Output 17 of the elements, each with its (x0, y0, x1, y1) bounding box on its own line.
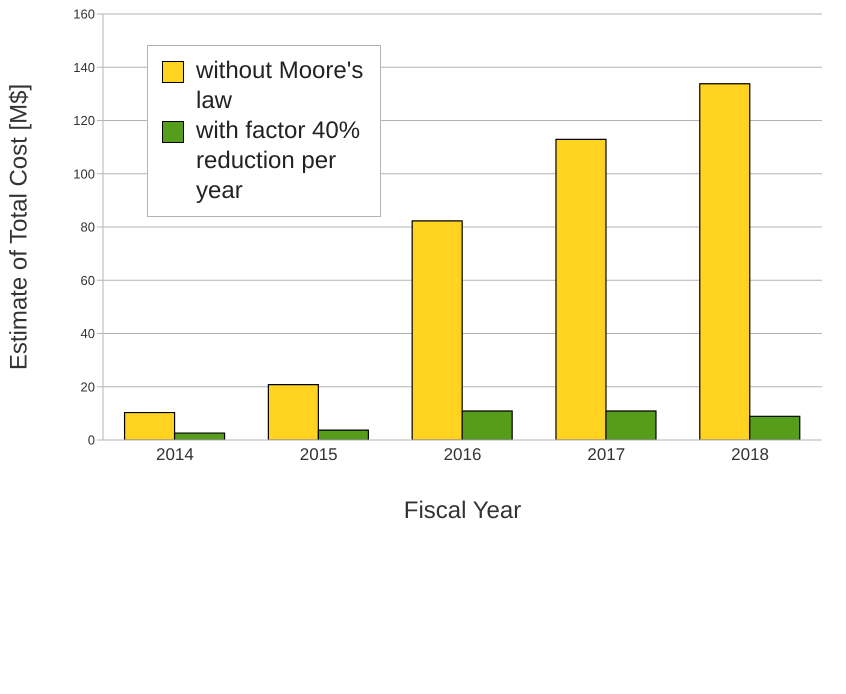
y-tick-label: 0 (88, 432, 95, 448)
y-tick-label: 160 (73, 6, 95, 22)
legend-label: with factor 40% reduction per year (196, 116, 362, 206)
y-tick-label: 120 (73, 113, 95, 128)
y-tick-label: 80 (80, 220, 95, 235)
x-tick-label: 2016 (444, 445, 482, 464)
y-tick-label: 140 (73, 60, 95, 75)
x-axis-title: Fiscal Year (404, 497, 522, 524)
y-axis-title: Estimate of Total Cost [M$] (6, 84, 33, 370)
y-tick-label: 100 (73, 166, 95, 182)
x-tick-label: 2014 (156, 445, 194, 464)
x-tick-label: 2018 (731, 445, 770, 464)
y-tick-label: 60 (80, 272, 95, 288)
y-tick-label: 40 (80, 326, 95, 342)
x-tick-label: 2017 (587, 445, 626, 464)
x-tick-label: 2015 (300, 445, 338, 464)
y-tick-label: 20 (80, 379, 95, 394)
